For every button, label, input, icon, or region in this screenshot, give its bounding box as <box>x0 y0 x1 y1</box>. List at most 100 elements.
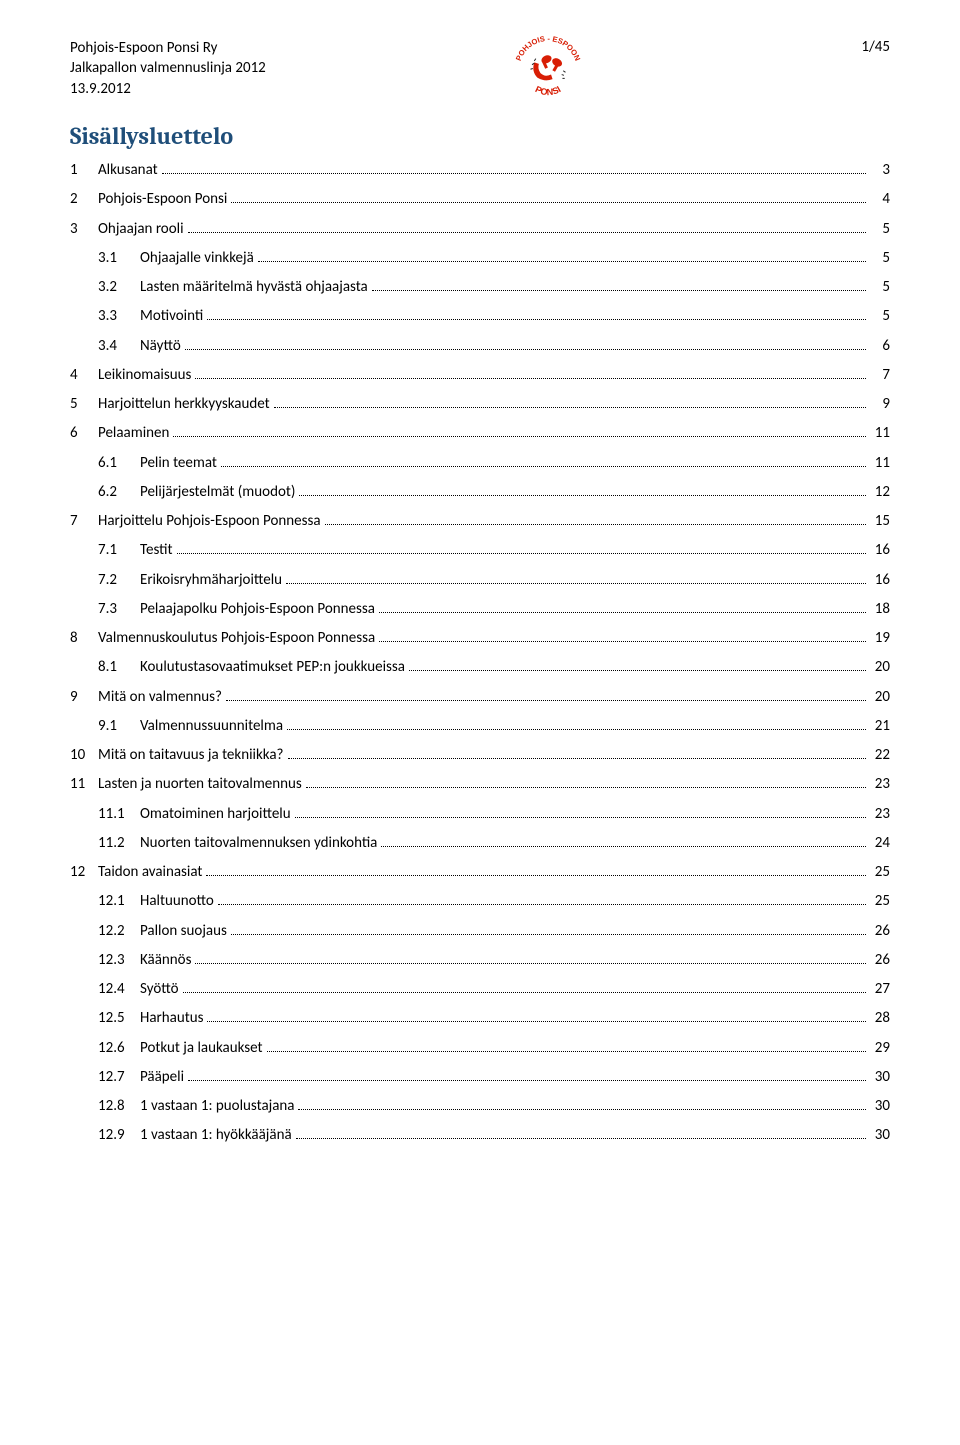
toc-leader <box>207 1021 866 1022</box>
page-header: Pohjois-Espoon Ponsi Ry Jalkapallon valm… <box>70 38 890 108</box>
toc-entry-page: 25 <box>870 891 890 911</box>
toc-entry-page: 5 <box>870 277 890 297</box>
toc-entry-page: 18 <box>870 599 890 619</box>
toc-entry[interactable]: 6.2Pelijärjestelmät (muodot) 12 <box>70 482 890 502</box>
header-date: 13.9.2012 <box>70 79 266 99</box>
toc-leader <box>287 729 866 730</box>
toc-entry-page: 23 <box>870 774 890 794</box>
toc-leader <box>306 787 866 788</box>
toc-entry-label: Pelaajapolku Pohjois-Espoon Ponnessa <box>140 599 375 619</box>
toc-entry-number: 8 <box>70 628 98 648</box>
toc-entry-label: Omatoiminen harjoittelu <box>140 804 291 824</box>
toc-entry[interactable]: 6Pelaaminen11 <box>70 423 890 443</box>
toc-entry-number: 12.2 <box>98 921 140 941</box>
toc-entry-page: 12 <box>870 482 890 502</box>
toc-entry-label: Testit <box>140 540 173 560</box>
toc-leader <box>379 612 866 613</box>
toc-entry-label: Pohjois-Espoon Ponsi <box>98 189 227 209</box>
toc-entry-number: 12 <box>70 862 98 882</box>
toc-entry-label: Lasten määritelmä hyvästä ohjaajasta <box>140 277 368 297</box>
toc-entry-number: 3.1 <box>98 248 140 268</box>
toc-entry[interactable]: 8Valmennuskoulutus Pohjois-Espoon Ponnes… <box>70 628 890 648</box>
toc-entry-label: Käännös <box>140 950 191 970</box>
toc-entry-label: Alkusanat <box>98 160 158 180</box>
toc-leader <box>379 641 866 642</box>
toc-entry[interactable]: 12.81 vastaan 1: puolustajana30 <box>70 1096 890 1116</box>
toc-entry[interactable]: 8.1Koulutustasovaatimukset PEP:n joukkue… <box>70 657 890 677</box>
toc-leader <box>295 817 866 818</box>
toc-entry-number: 7.2 <box>98 570 140 590</box>
toc-entry[interactable]: 12.3Käännös26 <box>70 950 890 970</box>
toc-entry-number: 11 <box>70 774 98 794</box>
toc-entry-label: Valmennuskoulutus Pohjois-Espoon Ponness… <box>98 628 375 648</box>
toc-entry[interactable]: 2Pohjois-Espoon Ponsi4 <box>70 189 890 209</box>
toc-entry-number: 12.9 <box>98 1125 140 1145</box>
toc-entry[interactable]: 7Harjoittelu Pohjois-Espoon Ponnessa15 <box>70 511 890 531</box>
toc-entry-page: 24 <box>870 833 890 853</box>
toc-leader <box>381 846 866 847</box>
toc-entry[interactable]: 7.2Erikoisryhmäharjoittelu16 <box>70 570 890 590</box>
toc-entry[interactable]: 7.1Testit16 <box>70 540 890 560</box>
toc-entry[interactable]: 12.6Potkut ja laukaukset29 <box>70 1038 890 1058</box>
toc-entry-page: 5 <box>870 248 890 268</box>
header-left: Pohjois-Espoon Ponsi Ry Jalkapallon valm… <box>70 38 266 99</box>
toc-entry[interactable]: 12.2Pallon suojaus26 <box>70 921 890 941</box>
toc-entry-label: Mitä on taitavuus ja tekniikka? <box>98 745 284 765</box>
toc-entry[interactable]: 9.1Valmennussuunnitelma21 <box>70 716 890 736</box>
toc-entry-number: 12.7 <box>98 1067 140 1087</box>
toc-leader <box>274 407 866 408</box>
toc-entry[interactable]: 12.4Syöttö27 <box>70 979 890 999</box>
toc-title: Sisällysluettelo <box>70 122 890 150</box>
toc-entry[interactable]: 3.1Ohjaajalle vinkkejä5 <box>70 248 890 268</box>
toc-leader <box>409 670 866 671</box>
toc-entry-page: 20 <box>870 657 890 677</box>
toc-entry[interactable]: 9Mitä on valmennus?20 <box>70 687 890 707</box>
toc-entry-number: 12.1 <box>98 891 140 911</box>
toc-entry[interactable]: 12.1Haltuunotto 25 <box>70 891 890 911</box>
toc-entry[interactable]: 12.7Pääpeli30 <box>70 1067 890 1087</box>
toc-entry[interactable]: 11.2Nuorten taitovalmennuksen ydinkohtia… <box>70 833 890 853</box>
toc-leader <box>185 349 866 350</box>
toc-entry[interactable]: 6.1Pelin teemat11 <box>70 453 890 473</box>
toc-entry[interactable]: 3.4Näyttö6 <box>70 336 890 356</box>
toc-entry[interactable]: 3.3Motivointi5 <box>70 306 890 326</box>
toc-entry-label: Motivointi <box>140 306 203 326</box>
toc-entry-number: 12.8 <box>98 1096 140 1116</box>
toc-entry[interactable]: 11.1Omatoiminen harjoittelu23 <box>70 804 890 824</box>
toc-entry-label: Potkut ja laukaukset <box>140 1038 263 1058</box>
toc-entry-label: Taidon avainasiat <box>98 862 202 882</box>
toc-entry-number: 3.3 <box>98 306 140 326</box>
toc-entry-number: 6 <box>70 423 98 443</box>
toc-entry[interactable]: 10Mitä on taitavuus ja tekniikka?22 <box>70 745 890 765</box>
toc-entry-label: Pelijärjestelmät (muodot) <box>140 482 295 502</box>
toc-entry-label: Harhautus <box>140 1008 203 1028</box>
toc-entry-page: 15 <box>870 511 890 531</box>
toc-entry[interactable]: 7.3Pelaajapolku Pohjois-Espoon Ponnessa1… <box>70 599 890 619</box>
toc-entry-label: Syöttö <box>140 979 179 999</box>
toc-leader <box>226 700 866 701</box>
toc-entry[interactable]: 12Taidon avainasiat25 <box>70 862 890 882</box>
toc-entry[interactable]: 4Leikinomaisuus7 <box>70 365 890 385</box>
toc-entry-number: 9 <box>70 687 98 707</box>
toc-entry-page: 26 <box>870 921 890 941</box>
toc-leader <box>258 261 866 262</box>
toc-entry-page: 6 <box>870 336 890 356</box>
toc-entry[interactable]: 12.91 vastaan 1: hyökkääjänä30 <box>70 1125 890 1145</box>
toc-entry[interactable]: 3Ohjaajan rooli5 <box>70 219 890 239</box>
toc-leader <box>188 1080 866 1081</box>
toc-entry[interactable]: 11Lasten ja nuorten taitovalmennus23 <box>70 774 890 794</box>
toc-leader <box>231 202 866 203</box>
toc-entry-number: 6.2 <box>98 482 140 502</box>
toc-entry-label: Mitä on valmennus? <box>98 687 222 707</box>
table-of-contents: 1Alkusanat3 2Pohjois-Espoon Ponsi4 3Ohjaaj… <box>70 160 890 1146</box>
toc-entry-label: Haltuunotto <box>140 891 214 911</box>
toc-entry-number: 6.1 <box>98 453 140 473</box>
toc-entry[interactable]: 3.2Lasten määritelmä hyvästä ohjaajasta5 <box>70 277 890 297</box>
toc-leader <box>325 524 866 525</box>
toc-entry-label: Harjoittelun herkkyyskaudet <box>98 394 270 414</box>
toc-entry[interactable]: 1Alkusanat3 <box>70 160 890 180</box>
toc-entry[interactable]: 12.5Harhautus28 <box>70 1008 890 1028</box>
toc-entry[interactable]: 5Harjoittelun herkkyyskaudet9 <box>70 394 890 414</box>
toc-entry-number: 12.3 <box>98 950 140 970</box>
toc-entry-page: 7 <box>870 365 890 385</box>
